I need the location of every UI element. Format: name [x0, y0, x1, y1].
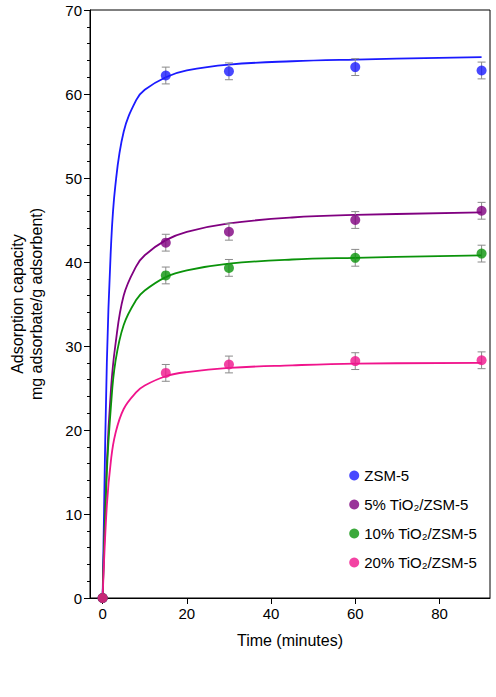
svg-text:70: 70	[65, 2, 82, 19]
svg-text:60: 60	[65, 86, 82, 103]
svg-text:80: 80	[431, 605, 448, 622]
svg-text:20: 20	[178, 605, 195, 622]
svg-text:Adsorption capacity: Adsorption capacity	[9, 234, 26, 374]
svg-text:20: 20	[65, 422, 82, 439]
svg-text:10% TiO₂/ZSM-5: 10% TiO₂/ZSM-5	[364, 525, 477, 542]
svg-text:40: 40	[263, 605, 280, 622]
svg-text:40: 40	[65, 254, 82, 271]
svg-text:0: 0	[98, 605, 106, 622]
svg-text:mg adsorbate/g adsorbent): mg adsorbate/g adsorbent)	[28, 208, 45, 400]
svg-text:5% TiO₂/ZSM-5: 5% TiO₂/ZSM-5	[364, 496, 468, 513]
svg-text:60: 60	[347, 605, 364, 622]
svg-text:20% TiO₂/ZSM-5: 20% TiO₂/ZSM-5	[364, 554, 477, 571]
svg-text:Time (minutes): Time (minutes)	[237, 632, 343, 649]
svg-text:0: 0	[74, 590, 82, 607]
svg-text:30: 30	[65, 338, 82, 355]
svg-text:10: 10	[65, 506, 82, 523]
svg-text:ZSM-5: ZSM-5	[364, 467, 409, 484]
svg-text:50: 50	[65, 170, 82, 187]
